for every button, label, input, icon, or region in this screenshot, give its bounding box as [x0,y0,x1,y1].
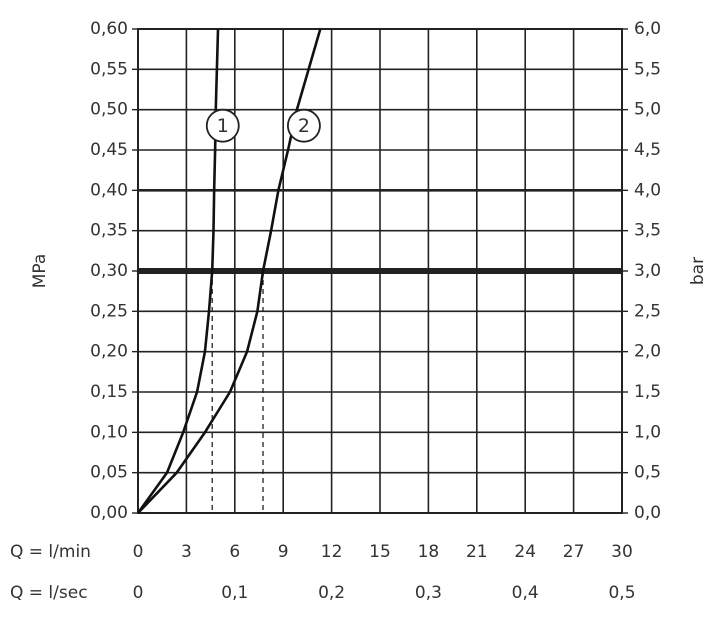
y2-tick-label: 3,0 [634,261,661,281]
x-axis-label: Q = l/min [10,542,91,562]
x-tick-label: 3 [181,542,192,562]
y2-tick-label: 4,5 [634,140,661,160]
y-tick-label: 0,35 [90,221,128,241]
plot-frame [137,28,623,514]
curve [136,28,220,514]
y-tick-label: 0,50 [90,100,128,120]
y2-tick-label: 6,0 [634,19,661,39]
x2-axis-label: Q = l/sec [10,583,88,603]
x2-tick-label: 0,1 [221,583,248,603]
y-tick-label: 0,20 [90,342,128,362]
x2-tick-label: 0,2 [318,583,345,603]
curve-label: 1 [217,115,229,137]
x2-tick-label: 0 [133,583,144,603]
y-tick-label: 0,05 [90,463,128,483]
y-tick-label: 0,45 [90,140,128,160]
x-tick-label: 0 [133,542,144,562]
y2-tick-label: 5,0 [634,100,661,120]
y-tick-label: 0,10 [90,422,128,442]
y-tick-label: 0,60 [90,19,128,39]
y2-tick-label: 2,0 [634,342,661,362]
x-tick-label: 24 [514,542,536,562]
y-tick-label: 0,40 [90,180,128,200]
curve [137,28,322,514]
y2-tick-label: 2,5 [634,301,661,321]
x-tick-label: 21 [466,542,488,562]
x-tick-label: 18 [418,542,440,562]
y2-tick-label: 0,5 [634,463,661,483]
y-tick-label: 0,25 [90,301,128,321]
x2-tick-label: 0,3 [415,583,442,603]
y-axis-label: MPa [30,254,50,289]
y2-tick-label: 4,0 [634,180,661,200]
curve-label: 2 [298,115,310,137]
y2-tick-label: 1,0 [634,422,661,442]
y2-axis-label: bar [688,257,708,285]
x-tick-label: 15 [369,542,391,562]
x2-tick-label: 0,4 [512,583,539,603]
y-tick-label: 0,15 [90,382,128,402]
y-tick-label: 0,00 [90,503,128,523]
y2-tick-label: 0,0 [634,503,661,523]
x-tick-label: 6 [229,542,240,562]
x2-tick-label: 0,5 [608,583,635,603]
x-tick-label: 12 [321,542,343,562]
y2-tick-label: 5,5 [634,59,661,79]
x-tick-label: 9 [278,542,289,562]
curve-label-circle [287,108,321,143]
y2-tick-label: 3,5 [634,221,661,241]
x-tick-label: 30 [611,542,633,562]
curve-label-circle [205,108,240,143]
x-tick-label: 27 [563,542,585,562]
y2-tick-label: 1,5 [634,382,661,402]
y-tick-label: 0,30 [90,261,128,281]
y-tick-label: 0,55 [90,59,128,79]
